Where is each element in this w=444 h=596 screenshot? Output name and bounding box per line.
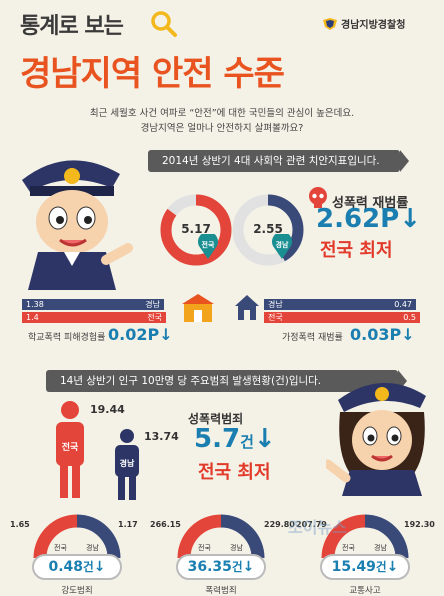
school-value: 0.02P↓ <box>108 325 173 344</box>
down-arrow-icon: ↓ <box>386 559 399 575</box>
gauge1-left-tag: 전국 <box>54 543 67 552</box>
magnifier-icon <box>151 11 177 37</box>
gauge1-right-value: 1.17 <box>118 520 138 529</box>
domestic-caption: 가정폭력 재범률 <box>282 333 343 343</box>
gauge1-caption: 강도범죄 <box>61 586 93 596</box>
sexual-crime-label: 성폭력 재범률 <box>332 196 409 211</box>
police-logo: 경남지방경찰청 <box>322 16 405 31</box>
school-icon <box>182 294 214 322</box>
gauge-robbery: 전국 경남 <box>33 514 121 559</box>
person-national-tag: 전국 <box>61 443 79 453</box>
gauge2-left-tag: 전국 <box>198 543 211 552</box>
sexual-crime-best: 전국 최저 <box>320 240 393 261</box>
gauge1-right-tag: 경남 <box>86 543 99 552</box>
gauge2-diff: 36.35건↓ <box>176 554 266 580</box>
person-gyeongnam-tag: 경남 <box>119 459 135 468</box>
gauge3-right-tag: 경남 <box>374 543 387 552</box>
person-national-value: 19.44 <box>90 403 125 416</box>
gauge2-right-tag: 경남 <box>230 543 243 552</box>
sexual-crime-value: 2.62P↓ <box>316 204 422 234</box>
person-gyeongnam-icon <box>115 429 139 500</box>
down-arrow-icon: ↓ <box>253 424 276 454</box>
female-police-officer-illustration <box>326 382 426 496</box>
police-emblem-icon <box>323 17 337 30</box>
watermark: 조이뉴스 <box>288 518 347 537</box>
donut-gyeongnam <box>232 194 304 266</box>
domestic-value: 0.03P↓ <box>350 325 415 344</box>
org-name: 경남지방경찰청 <box>341 20 406 31</box>
gauge2-caption: 폭력범죄 <box>205 586 237 596</box>
title-big: 경남지역 안전 수준 <box>20 54 285 94</box>
gauge3-left-value: 207.79 <box>296 520 327 529</box>
school-caption: 학교폭력 피해경험률 <box>28 333 106 343</box>
section2-banner: 14년 상반기 인구 10만명 당 주요범죄 발생현황(건)입니다. <box>46 370 407 392</box>
down-arrow-icon: ↓ <box>399 204 422 234</box>
pin-national-label: 전국 <box>201 241 215 249</box>
person-gyeongnam-value: 13.74 <box>144 430 179 443</box>
gauge2-right-value: 229.80 <box>264 520 295 529</box>
down-arrow-icon: ↓ <box>93 559 106 575</box>
pin-gyeongnam-icon <box>272 234 292 259</box>
down-arrow-icon: ↓ <box>159 325 173 344</box>
crime-value: 5.7건↓ <box>194 424 276 454</box>
crime-best: 전국 최저 <box>198 462 271 483</box>
domestic-bar-gyeongnam: 경남 0.47 <box>264 299 416 310</box>
domestic-bar-national: 전국 0.5 <box>264 312 420 323</box>
gauge2-left-value: 266.15 <box>150 520 181 529</box>
house-icon <box>235 295 259 320</box>
intro-text: 최근 세월호 사건 여파로 “안전”에 대한 국민들의 관심이 높은데요. 경남… <box>89 108 355 134</box>
donut-national <box>160 194 232 266</box>
donut-national-value: 5.17 <box>181 222 211 236</box>
title-small: 통계로 보는 <box>20 14 124 39</box>
gauge1-diff: 0.48건↓ <box>32 554 122 580</box>
gauge1-left-value: 1.65 <box>10 520 30 529</box>
police-officer-illustration <box>22 160 133 290</box>
gauge3-diff: 15.49건↓ <box>320 554 410 580</box>
pin-national-icon <box>198 234 218 259</box>
down-arrow-icon: ↓ <box>242 559 255 575</box>
gauge-traffic: 전국 경남 <box>321 514 409 559</box>
gauge3-caption: 교통사고 <box>349 586 381 596</box>
school-bar-gyeongnam: 1.38 경남 <box>22 299 164 310</box>
gauge-violence: 전국 경남 <box>177 514 265 559</box>
skull-icon <box>309 187 327 208</box>
donut-gyeongnam-value: 2.55 <box>253 222 283 236</box>
crime-label: 성폭력범죄 <box>188 412 244 426</box>
person-national-icon <box>56 401 84 498</box>
pin-gyeongnam-label: 경남 <box>275 241 289 249</box>
gauge3-right-value: 192.30 <box>404 520 435 529</box>
school-bar-national: 1.4 전국 <box>22 312 166 323</box>
gauge3-left-tag: 전국 <box>342 543 355 552</box>
down-arrow-icon: ↓ <box>401 325 415 344</box>
section1-banner: 2014년 상반기 4대 사회악 관련 치안지표입니다. <box>148 150 409 172</box>
